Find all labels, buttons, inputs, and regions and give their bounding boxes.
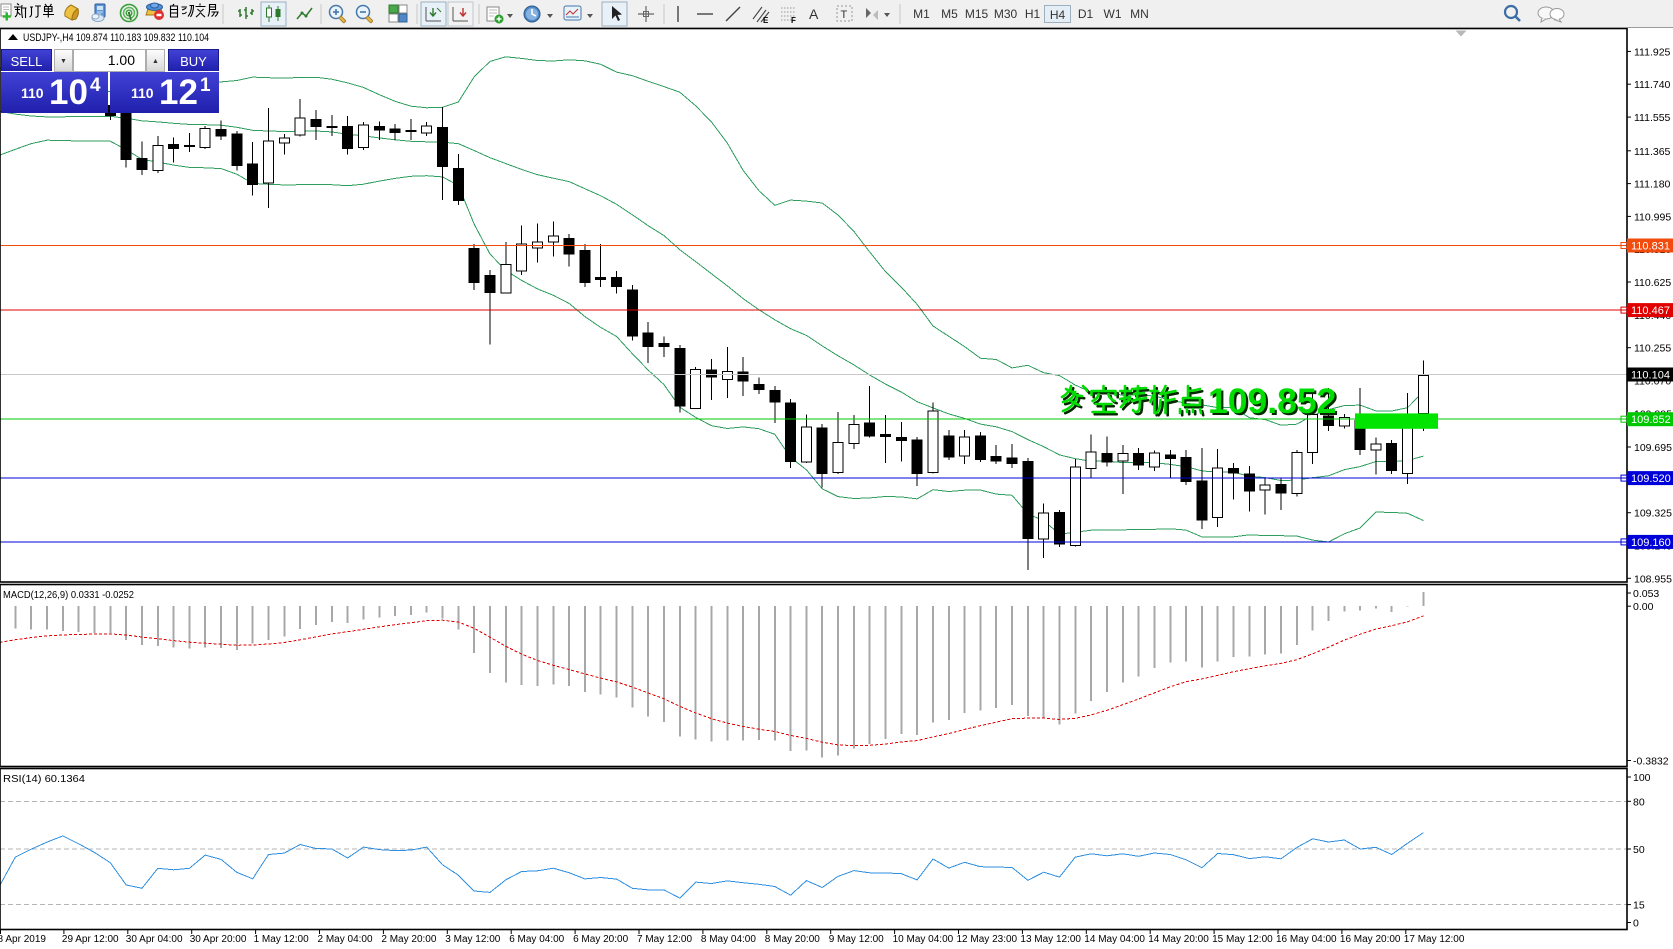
svg-text:109.325: 109.325 [1634,508,1672,520]
svg-text:USDJPY-,H4 109.874 110.183 10: USDJPY-,H4 109.874 110.183 109.832 110.1… [23,32,209,44]
svg-text:30 Apr 20:00: 30 Apr 20:00 [190,934,247,945]
svg-text:108.955: 108.955 [1634,573,1672,585]
svg-text:109.852: 109.852 [1208,381,1336,421]
svg-text:2 May 20:00: 2 May 20:00 [381,934,436,945]
svg-text:110.467: 110.467 [1631,305,1670,317]
svg-text:14 May 04:00: 14 May 04:00 [1084,934,1145,945]
svg-text:F: F [791,16,796,25]
svg-text:111.925: 111.925 [1634,46,1671,58]
svg-text:9 May 12:00: 9 May 12:00 [829,934,884,945]
svg-text:RSI(14) 60.1364: RSI(14) 60.1364 [3,773,85,785]
svg-text:E: E [763,16,769,25]
svg-text:111.740: 111.740 [1634,79,1671,91]
svg-text:0: 0 [1633,918,1639,930]
svg-text:50: 50 [1633,844,1645,856]
svg-text:6 May 04:00: 6 May 04:00 [509,934,564,945]
svg-text:110.625: 110.625 [1634,277,1671,289]
svg-text:109.520: 109.520 [1631,473,1671,485]
svg-text:100: 100 [1633,772,1651,784]
svg-text:3 May 12:00: 3 May 12:00 [445,934,500,945]
svg-text:A: A [809,6,819,22]
svg-text:10 May 04:00: 10 May 04:00 [893,934,954,945]
svg-text:2 May 04:00: 2 May 04:00 [318,934,373,945]
svg-text:0.053: 0.053 [1633,588,1659,600]
svg-text:16 May 20:00: 16 May 20:00 [1340,934,1401,945]
svg-text:17 May 12:00: 17 May 12:00 [1404,934,1465,945]
svg-text:14 May 20:00: 14 May 20:00 [1148,934,1209,945]
svg-text:-0.3832: -0.3832 [1633,756,1669,768]
svg-text:8 May 04:00: 8 May 04:00 [701,934,756,945]
svg-text:109.160: 109.160 [1631,537,1671,549]
svg-text:109.852: 109.852 [1631,414,1671,426]
svg-text:30 Apr 04:00: 30 Apr 04:00 [126,934,183,945]
svg-text:109.852: 109.852 [1210,383,1338,423]
svg-text:110.831: 110.831 [1631,241,1670,253]
svg-text:MACD(12,26,9) 0.0331 -0.0252: MACD(12,26,9) 0.0331 -0.0252 [3,589,134,601]
svg-text:15 May 12:00: 15 May 12:00 [1212,934,1273,945]
svg-text:12 May 23:00: 12 May 23:00 [957,934,1018,945]
svg-text:8 May 20:00: 8 May 20:00 [765,934,820,945]
svg-text:1 May 12:00: 1 May 12:00 [254,934,309,945]
svg-text:15: 15 [1633,900,1645,912]
svg-text:111.555: 111.555 [1634,112,1671,124]
svg-text:6 May 20:00: 6 May 20:00 [573,934,628,945]
svg-text:28 Apr 2019: 28 Apr 2019 [0,934,46,945]
svg-text:16 May 04:00: 16 May 04:00 [1276,934,1337,945]
svg-text:111.180: 111.180 [1634,179,1671,191]
svg-text:7 May 12:00: 7 May 12:00 [637,934,692,945]
svg-text:T: T [841,9,848,21]
svg-text:13 May 12:00: 13 May 12:00 [1020,934,1081,945]
svg-text:0.00: 0.00 [1633,601,1654,613]
svg-text:29 Apr 12:00: 29 Apr 12:00 [62,934,119,945]
svg-text:80: 80 [1633,796,1645,808]
svg-text:111.365: 111.365 [1634,146,1671,158]
svg-text:110.995: 110.995 [1634,211,1671,223]
svg-text:110.255: 110.255 [1634,343,1671,355]
svg-text:110.104: 110.104 [1631,370,1670,382]
svg-text:109.695: 109.695 [1634,442,1672,454]
